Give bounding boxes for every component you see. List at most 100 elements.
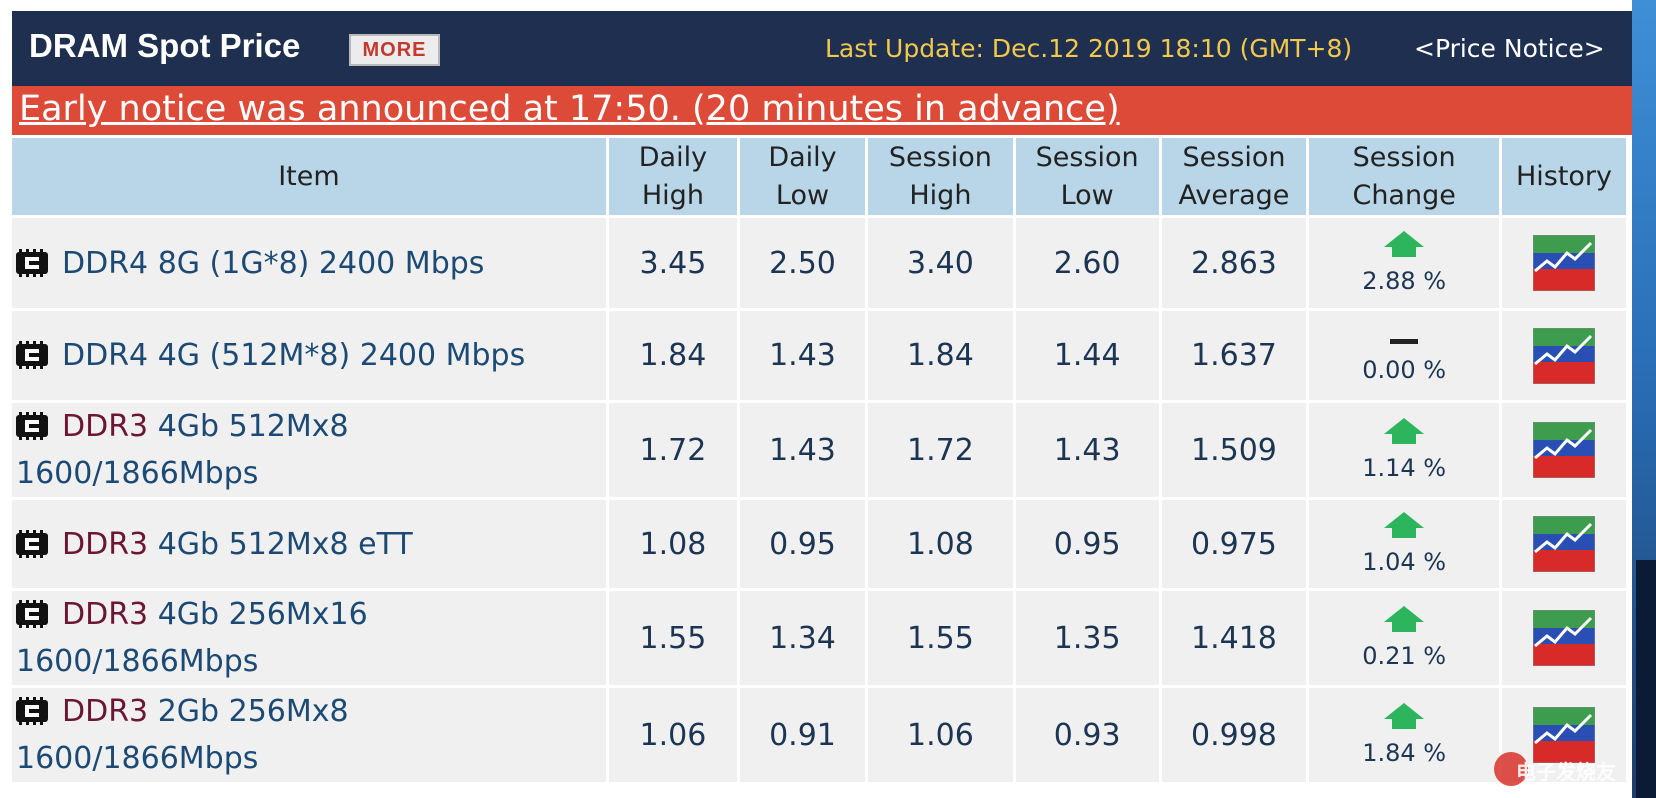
session-low-cell: 1.35 [1015, 591, 1159, 685]
desktop-background [1632, 0, 1656, 798]
session-average-cell: 0.975 [1161, 500, 1307, 588]
memory-chip-icon [16, 244, 48, 277]
daily-low-cell: 0.95 [739, 500, 865, 588]
dram-spot-price-widget: DRAM Spot Price MORE Last Update: Dec.12… [12, 11, 1632, 798]
desktop-strip [1636, 560, 1656, 798]
column-header-line2: High [641, 179, 704, 211]
daily-low-cell: 1.43 [739, 403, 865, 497]
memory-chip-icon [16, 595, 48, 628]
item-cell[interactable]: DDR3 2Gb 256Mx8 1600/1866Mbps [12, 688, 606, 782]
history-chart-icon[interactable] [1532, 327, 1596, 384]
item-cell[interactable]: DDR4 4G (512M*8) 2400 Mbps [12, 311, 606, 400]
column-header-2: Daily Low [739, 138, 865, 215]
column-header-line1: Session [888, 141, 992, 173]
table-header-row: Item Daily High Daily Low Session High Session L… [12, 138, 1626, 215]
table-row: DDR4 8G (1G*8) 2400 Mbps 3.45 2.50 3.40 2.60… [12, 218, 1626, 308]
column-header-5: Session Average [1161, 138, 1307, 215]
daily-low-cell: 1.43 [739, 311, 865, 400]
arrow-up-icon [1384, 606, 1425, 634]
history-cell [1501, 403, 1626, 497]
session-high-cell: 1.08 [868, 500, 1013, 588]
item-cell[interactable]: DDR3 4Gb 512Mx8 1600/1866Mbps [12, 403, 606, 497]
history-chart-icon[interactable] [1532, 421, 1596, 479]
table-row: DDR3 2Gb 256Mx8 1600/1866Mbps 1.06 0.91 1.06… [12, 688, 1626, 782]
item-brand: DDR4 [62, 338, 149, 373]
column-header-6: Session Change [1309, 138, 1499, 215]
item-spec: 4Gb 256Mx16 [157, 597, 368, 632]
arrow-up-icon [1384, 703, 1425, 731]
notice-bar: Early notice was announced at 17:50. (20… [12, 86, 1632, 135]
session-change-cell: 0.21 % [1309, 591, 1499, 685]
change-percent: 1.84 % [1362, 739, 1447, 767]
daily-high-cell: 1.55 [608, 591, 737, 685]
session-high-cell: 1.55 [868, 591, 1013, 685]
item-spec: 8G (1G*8) 2400 Mbps [157, 245, 485, 281]
column-header-line2: Low [1060, 179, 1114, 211]
daily-high-cell: 1.72 [608, 403, 737, 497]
history-chart-icon[interactable] [1532, 234, 1596, 292]
change-percent: 2.88 % [1362, 267, 1447, 295]
item-spec: 4Gb 512Mx8 [157, 409, 349, 444]
arrow-up-icon [1384, 231, 1425, 259]
table-row: DDR3 4Gb 256Mx16 1600/1866Mbps 1.55 1.34 1.5… [12, 591, 1626, 685]
session-high-cell: 1.84 [868, 311, 1013, 400]
session-high-cell: 1.06 [868, 688, 1013, 782]
arrow-up-icon [1384, 418, 1425, 446]
change-percent: 1.04 % [1362, 548, 1447, 576]
session-change-cell: 1.84 % [1309, 688, 1499, 782]
price-table: Item Daily High Daily Low Session High Session L… [9, 135, 1629, 785]
column-header-3: Session High [868, 138, 1013, 215]
memory-chip-icon [16, 525, 48, 558]
daily-high-cell: 1.84 [608, 311, 737, 400]
session-change-cell: 1.14 % [1309, 403, 1499, 497]
column-header-7: History [1501, 138, 1626, 215]
column-header-line1: History [1515, 160, 1613, 192]
session-change-cell: 2.88 % [1309, 218, 1499, 308]
watermark-text: 电子发烧友 [1516, 760, 1616, 784]
session-low-cell: 2.60 [1015, 218, 1159, 308]
item-brand: DDR4 [62, 245, 149, 281]
session-average-cell: 2.863 [1161, 218, 1307, 308]
column-header-line1: Daily [768, 141, 837, 173]
column-header-0: Item [12, 138, 606, 215]
history-chart-icon[interactable] [1532, 609, 1596, 667]
memory-chip-icon [16, 692, 48, 725]
session-average-cell: 1.509 [1161, 403, 1307, 497]
item-spec: 4G (512M*8) 2400 Mbps [157, 338, 526, 373]
widget-title: DRAM Spot Price [29, 27, 301, 64]
watermark-logo [1494, 752, 1528, 786]
more-button[interactable]: MORE [349, 34, 440, 66]
session-low-cell: 0.95 [1015, 500, 1159, 588]
column-header-1: Daily High [608, 138, 737, 215]
history-cell [1501, 218, 1626, 308]
history-chart-icon[interactable] [1532, 706, 1596, 764]
history-chart-icon[interactable] [1532, 515, 1596, 573]
column-header-line1: Item [278, 160, 340, 192]
item-cell[interactable]: DDR3 4Gb 256Mx16 1600/1866Mbps [12, 591, 606, 685]
history-cell [1501, 591, 1626, 685]
item-cell[interactable]: DDR3 4Gb 512Mx8 eTT [12, 500, 606, 588]
dash-icon [1390, 338, 1419, 344]
session-average-cell: 0.998 [1161, 688, 1307, 782]
daily-high-cell: 1.06 [608, 688, 737, 782]
early-notice-link[interactable]: Early notice was announced at 17:50. (20… [19, 89, 1120, 129]
change-percent: 1.14 % [1362, 454, 1447, 482]
session-low-cell: 1.43 [1015, 403, 1159, 497]
memory-chip-icon [16, 407, 48, 440]
history-cell [1501, 311, 1626, 400]
column-header-line1: Session [1035, 141, 1139, 173]
session-change-cell: 1.04 % [1309, 500, 1499, 588]
title-bar: DRAM Spot Price MORE Last Update: Dec.12… [12, 11, 1632, 86]
column-header-4: Session Low [1015, 138, 1159, 215]
daily-high-cell: 3.45 [608, 218, 737, 308]
column-header-line1: Daily [638, 141, 708, 173]
table-row: DDR3 4Gb 512Mx8 1600/1866Mbps 1.72 1.43 1.72… [12, 403, 1626, 497]
item-spec: 4Gb 512Mx8 eTT [157, 526, 413, 562]
column-header-line1: Session [1182, 141, 1286, 173]
last-update-text: Last Update: Dec.12 2019 18:10 (GMT+8) [825, 34, 1353, 63]
arrow-up-icon [1384, 512, 1425, 540]
history-cell [1501, 500, 1626, 588]
session-low-cell: 0.93 [1015, 688, 1159, 782]
price-notice-link[interactable]: <Price Notice> [1414, 34, 1605, 63]
item-cell[interactable]: DDR4 8G (1G*8) 2400 Mbps [12, 218, 606, 308]
